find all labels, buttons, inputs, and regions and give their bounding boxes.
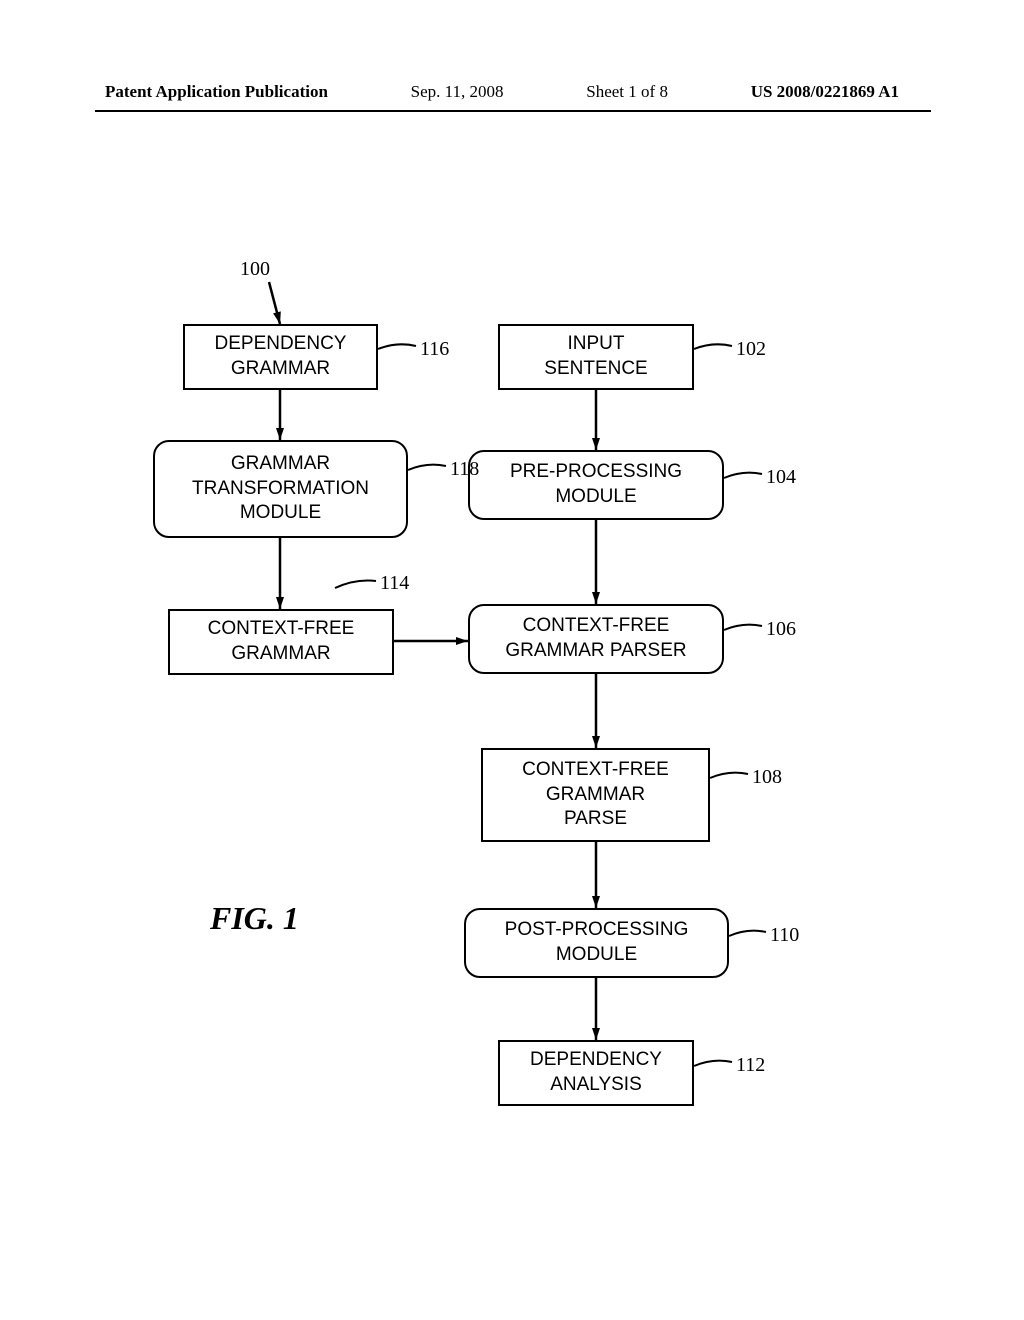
reference-label-110: 110 [770,924,799,947]
flowchart-node-116: DEPENDENCYGRAMMAR [183,324,378,390]
leader-line [0,0,40,10]
reference-label-104: 104 [766,466,796,489]
flowchart-node-110: POST-PROCESSINGMODULE [464,908,729,978]
flowchart-node-108: CONTEXT-FREEGRAMMARPARSE [481,748,710,842]
node-text: CONTEXT-FREE [523,614,670,639]
node-text: MODULE [556,943,637,968]
node-text: INPUT [568,332,625,357]
flowchart-node-112: DEPENDENCYANALYSIS [498,1040,694,1106]
reference-label-100: 100 [240,258,270,281]
reference-label-102: 102 [736,338,766,361]
reference-label-116: 116 [420,338,449,361]
flowchart-diagram: DEPENDENCYGRAMMARGRAMMARTRANSFORMATIONMO… [0,0,1024,1320]
reference-label-112: 112 [736,1054,765,1077]
node-text: GRAMMAR [546,783,645,808]
node-text: GRAMMAR [231,452,330,477]
node-text: PARSE [564,807,627,832]
node-text: DEPENDENCY [215,332,347,357]
node-text: CONTEXT-FREE [208,617,355,642]
flowchart-node-104: PRE-PROCESSINGMODULE [468,450,724,520]
flowchart-node-118: GRAMMARTRANSFORMATIONMODULE [153,440,408,538]
node-text: PRE-PROCESSING [510,460,682,485]
reference-label-106: 106 [766,618,796,641]
node-text: MODULE [240,501,321,526]
reference-label-108: 108 [752,766,782,789]
flowchart-node-114: CONTEXT-FREEGRAMMAR [168,609,394,675]
node-text: TRANSFORMATION [192,477,369,502]
node-text: POST-PROCESSING [505,918,689,943]
flowchart-node-102: INPUTSENTENCE [498,324,694,390]
node-text: MODULE [555,485,636,510]
node-text: GRAMMAR PARSER [505,639,686,664]
reference-label-114: 114 [380,572,409,595]
reference-label-118: 118 [450,458,479,481]
node-text: DEPENDENCY [530,1048,662,1073]
node-text: SENTENCE [544,357,647,382]
node-text: GRAMMAR [231,357,330,382]
node-text: ANALYSIS [550,1073,642,1098]
flowchart-node-106: CONTEXT-FREEGRAMMAR PARSER [468,604,724,674]
figure-label: FIG. 1 [210,900,299,937]
node-text: CONTEXT-FREE [522,758,669,783]
node-text: GRAMMAR [231,642,330,667]
